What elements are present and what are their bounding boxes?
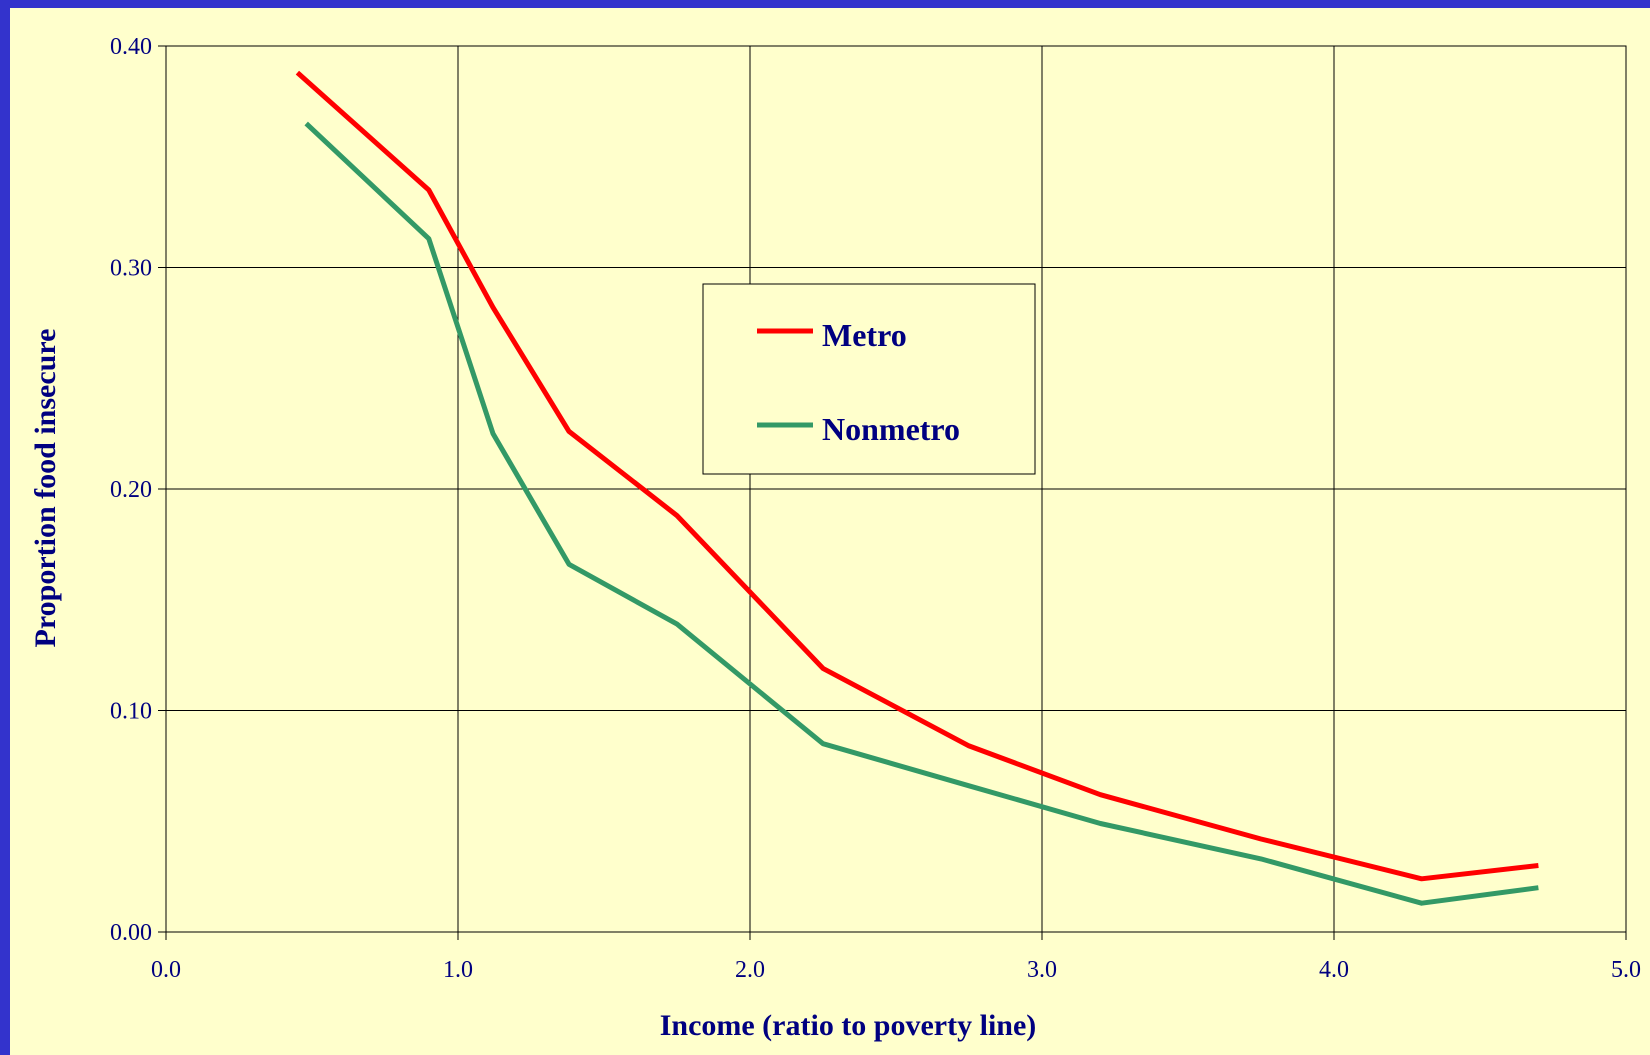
x-tick-label: 0.0 — [151, 957, 181, 983]
legend: Metro Nonmetro — [702, 283, 1036, 475]
legend-label-nonmetro: Nonmetro — [822, 411, 960, 447]
legend-box — [702, 283, 1036, 475]
y-tick-label: 0.10 — [110, 699, 152, 725]
x-tick-label: 3.0 — [1027, 957, 1057, 983]
x-tick-label: 5.0 — [1611, 957, 1641, 983]
x-tick-label: 2.0 — [735, 957, 765, 983]
axes: 0.0 1.0 2.0 3.0 4.0 5.0 0.00 0.10 0.20 0.30 0.40 — [110, 34, 1641, 983]
y-tick-label: 0.30 — [110, 256, 152, 282]
series-lines — [295, 70, 1539, 906]
series-line-nonmetro — [304, 121, 1539, 906]
x-axis-title: Income (ratio to poverty line) — [660, 1009, 1037, 1042]
grid — [165, 45, 1627, 933]
series-line-metro — [295, 70, 1539, 882]
y-tick-label: 0.00 — [110, 920, 152, 946]
y-axis-title: Proportion food insecure — [29, 329, 62, 648]
legend-label-metro: Metro — [822, 317, 907, 353]
x-tick-label: 1.0 — [443, 957, 473, 983]
y-tick-label: 0.40 — [110, 34, 152, 60]
x-tick-label: 4.0 — [1319, 957, 1349, 983]
chart-background — [10, 8, 1650, 1055]
y-tick-label: 0.20 — [110, 477, 152, 503]
